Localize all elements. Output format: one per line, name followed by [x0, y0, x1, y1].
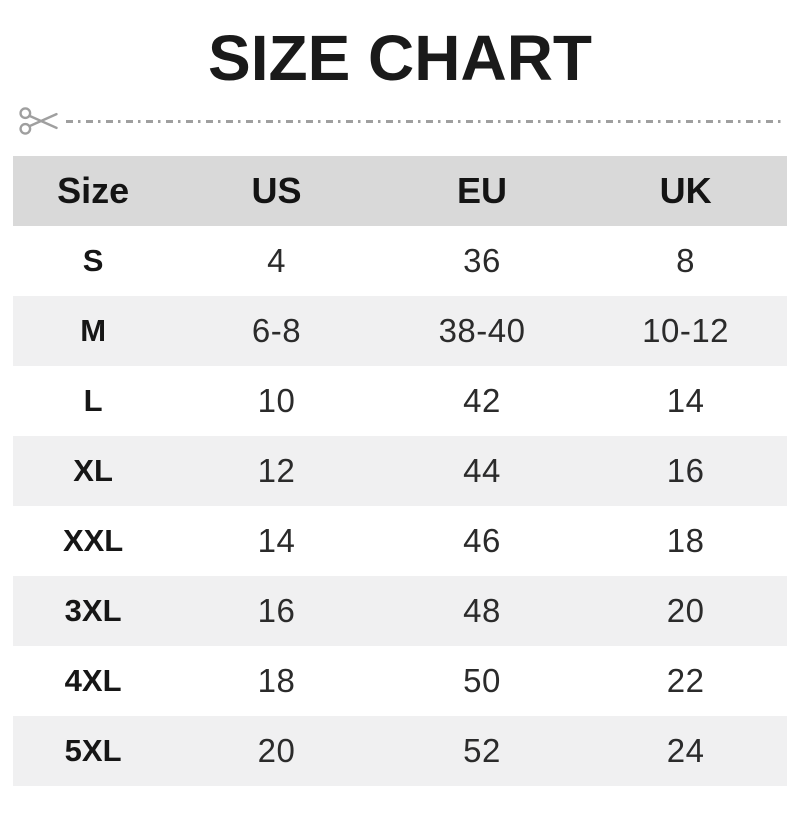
table-row-xxl: XXL 14 46 18	[13, 506, 787, 576]
eu-value: 38-40	[438, 312, 526, 349]
size-label: S	[82, 243, 104, 278]
cut-here-line	[18, 102, 784, 140]
uk-value: 18	[666, 522, 705, 559]
table-header-row: Size US EU UK	[13, 156, 787, 226]
us-value: 12	[257, 452, 296, 489]
uk-value: 14	[666, 382, 705, 419]
size-label: L	[83, 383, 103, 418]
eu-value: 42	[463, 382, 501, 419]
eu-value: 36	[463, 242, 501, 279]
uk-value: 20	[666, 592, 705, 629]
table-row-m: M 6-8 38-40 10-12	[13, 296, 787, 366]
us-value: 4	[267, 242, 286, 279]
table-row-l: L 10 42 14	[13, 366, 787, 436]
us-value: 16	[257, 592, 296, 629]
eu-value: 50	[463, 662, 501, 699]
uk-value: 10-12	[642, 312, 730, 349]
table-row-5xl: 5XL 20 52 24	[13, 716, 787, 786]
table-row-s: S 4 36 8	[13, 226, 787, 296]
table-row-xl: XL 12 44 16	[13, 436, 787, 506]
table-row-3xl: 3XL 16 48 20	[13, 576, 787, 646]
page-title: SIZE CHART	[208, 22, 592, 94]
table-row-4xl: 4XL 18 50 22	[13, 646, 787, 716]
uk-value: 24	[666, 732, 705, 769]
us-value: 14	[257, 522, 296, 559]
size-label: M	[80, 313, 107, 348]
size-chart-table: Size US EU UK S 4 36 8 M 6-8 38-40 10-12…	[13, 156, 787, 786]
uk-value: 16	[666, 452, 705, 489]
us-value: 6-8	[251, 312, 302, 349]
size-label: 3XL	[64, 593, 122, 628]
column-header-eu: EU	[457, 170, 508, 211]
column-header-size: Size	[57, 170, 130, 211]
column-header-uk: UK	[659, 170, 712, 211]
size-label: XL	[73, 453, 113, 488]
size-label: 4XL	[64, 663, 122, 698]
eu-value: 48	[463, 592, 501, 629]
scissors-icon	[18, 104, 62, 138]
uk-value: 8	[676, 242, 695, 279]
uk-value: 22	[666, 662, 705, 699]
column-header-us: US	[251, 170, 302, 211]
us-value: 18	[257, 662, 296, 699]
us-value: 10	[257, 382, 296, 419]
size-label: XXL	[62, 523, 124, 558]
dashed-cut-rule	[66, 119, 784, 123]
eu-value: 44	[463, 452, 501, 489]
eu-value: 46	[463, 522, 501, 559]
eu-value: 52	[463, 732, 501, 769]
us-value: 20	[257, 732, 296, 769]
size-label: 5XL	[64, 733, 122, 768]
